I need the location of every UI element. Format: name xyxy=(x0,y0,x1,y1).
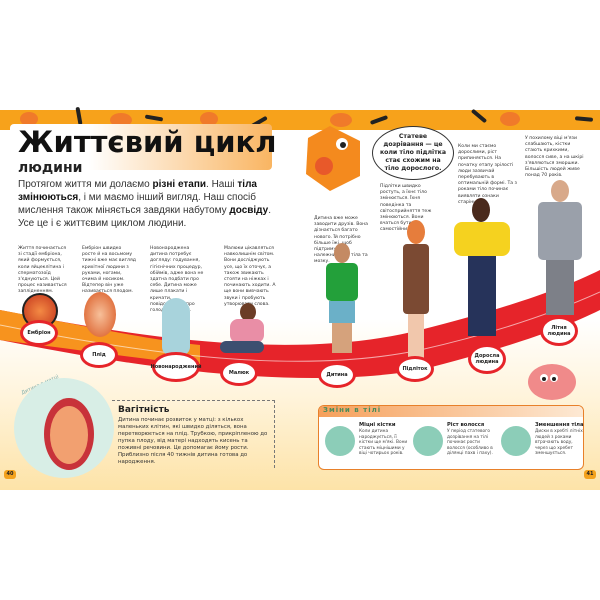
hormone-character xyxy=(306,126,360,191)
bone-icon xyxy=(574,116,594,122)
brain-character xyxy=(528,364,576,400)
stage-label-adult: Доросла людина xyxy=(468,344,506,374)
fetus-image xyxy=(84,292,116,337)
bone-icon xyxy=(325,426,355,456)
adult-image xyxy=(452,198,512,343)
change-title: Ріст волосся xyxy=(447,422,485,428)
intro-text: Протягом життя ми долаємо різні етапи. Н… xyxy=(18,179,271,229)
stage-text-adult: Коли ми стаємо дорослими, ріст припиняєт… xyxy=(458,144,517,205)
bone-icon xyxy=(369,115,389,125)
stage-label-embryo: Ембріон xyxy=(20,320,58,346)
change-title: Зменшення тіла xyxy=(535,422,584,428)
page-number-right: 41 xyxy=(584,470,596,479)
stage-label-fetus: Плід xyxy=(80,342,118,368)
page-title: Життєвий цикл xyxy=(18,125,277,159)
speech-bubble: Статеве дозрівання — це коли тіло підліт… xyxy=(372,126,454,180)
teen-image xyxy=(398,220,434,365)
stage-label-elderly: Літня людина xyxy=(540,316,578,346)
stage-label-child: Дитина xyxy=(318,362,356,388)
child-image xyxy=(322,243,362,363)
hair-icon xyxy=(413,426,443,456)
stage-text-embryo: Життя починається зі стадії ембріона, як… xyxy=(18,246,67,295)
bone-icon xyxy=(470,108,488,124)
pregnancy-text: Дитина починає розвиток у матці: з кільк… xyxy=(118,417,268,465)
newborn-image xyxy=(162,298,190,355)
bone-icon xyxy=(144,114,164,122)
pregnancy-image xyxy=(14,378,114,478)
page-number-left: 40 xyxy=(4,470,16,479)
stage-text-elderly: У похилому віці м'язи слабшають, кістки … xyxy=(525,136,584,179)
change-text: Диски в хребті літніх людей з роками втр… xyxy=(535,429,583,457)
title-background xyxy=(10,124,272,170)
change-text: У період статевого дозрівання на тілі по… xyxy=(447,429,493,457)
change-text: Коли дитина народжується, її кістки ще м… xyxy=(359,429,408,457)
page-subtitle: людини xyxy=(18,160,83,176)
elderly-image xyxy=(538,180,582,320)
spine-icon xyxy=(501,426,531,456)
stage-text-fetus: Ембріон швидко росте й на восьмому тижні… xyxy=(82,246,136,295)
change-title: Міцні кістки xyxy=(359,422,396,428)
stage-label-teen: Підліток xyxy=(396,356,434,382)
stage-label-toddler: Малюк xyxy=(220,360,258,386)
bone-icon xyxy=(75,106,83,126)
pregnancy-box: Вагітність Дитина починає розвиток у мат… xyxy=(112,400,275,468)
toddler-image xyxy=(216,303,272,358)
stage-text-teen: Підлітки швидко ростуть, а їхнє тіло змі… xyxy=(380,184,432,233)
pregnancy-title: Вагітність xyxy=(118,405,170,415)
stage-label-newborn: Новонароджений xyxy=(151,352,201,382)
body-changes-title: Зміни в тілі xyxy=(319,406,583,417)
body-changes-box: Зміни в тілі Міцні кістки Коли дитина на… xyxy=(318,405,584,470)
